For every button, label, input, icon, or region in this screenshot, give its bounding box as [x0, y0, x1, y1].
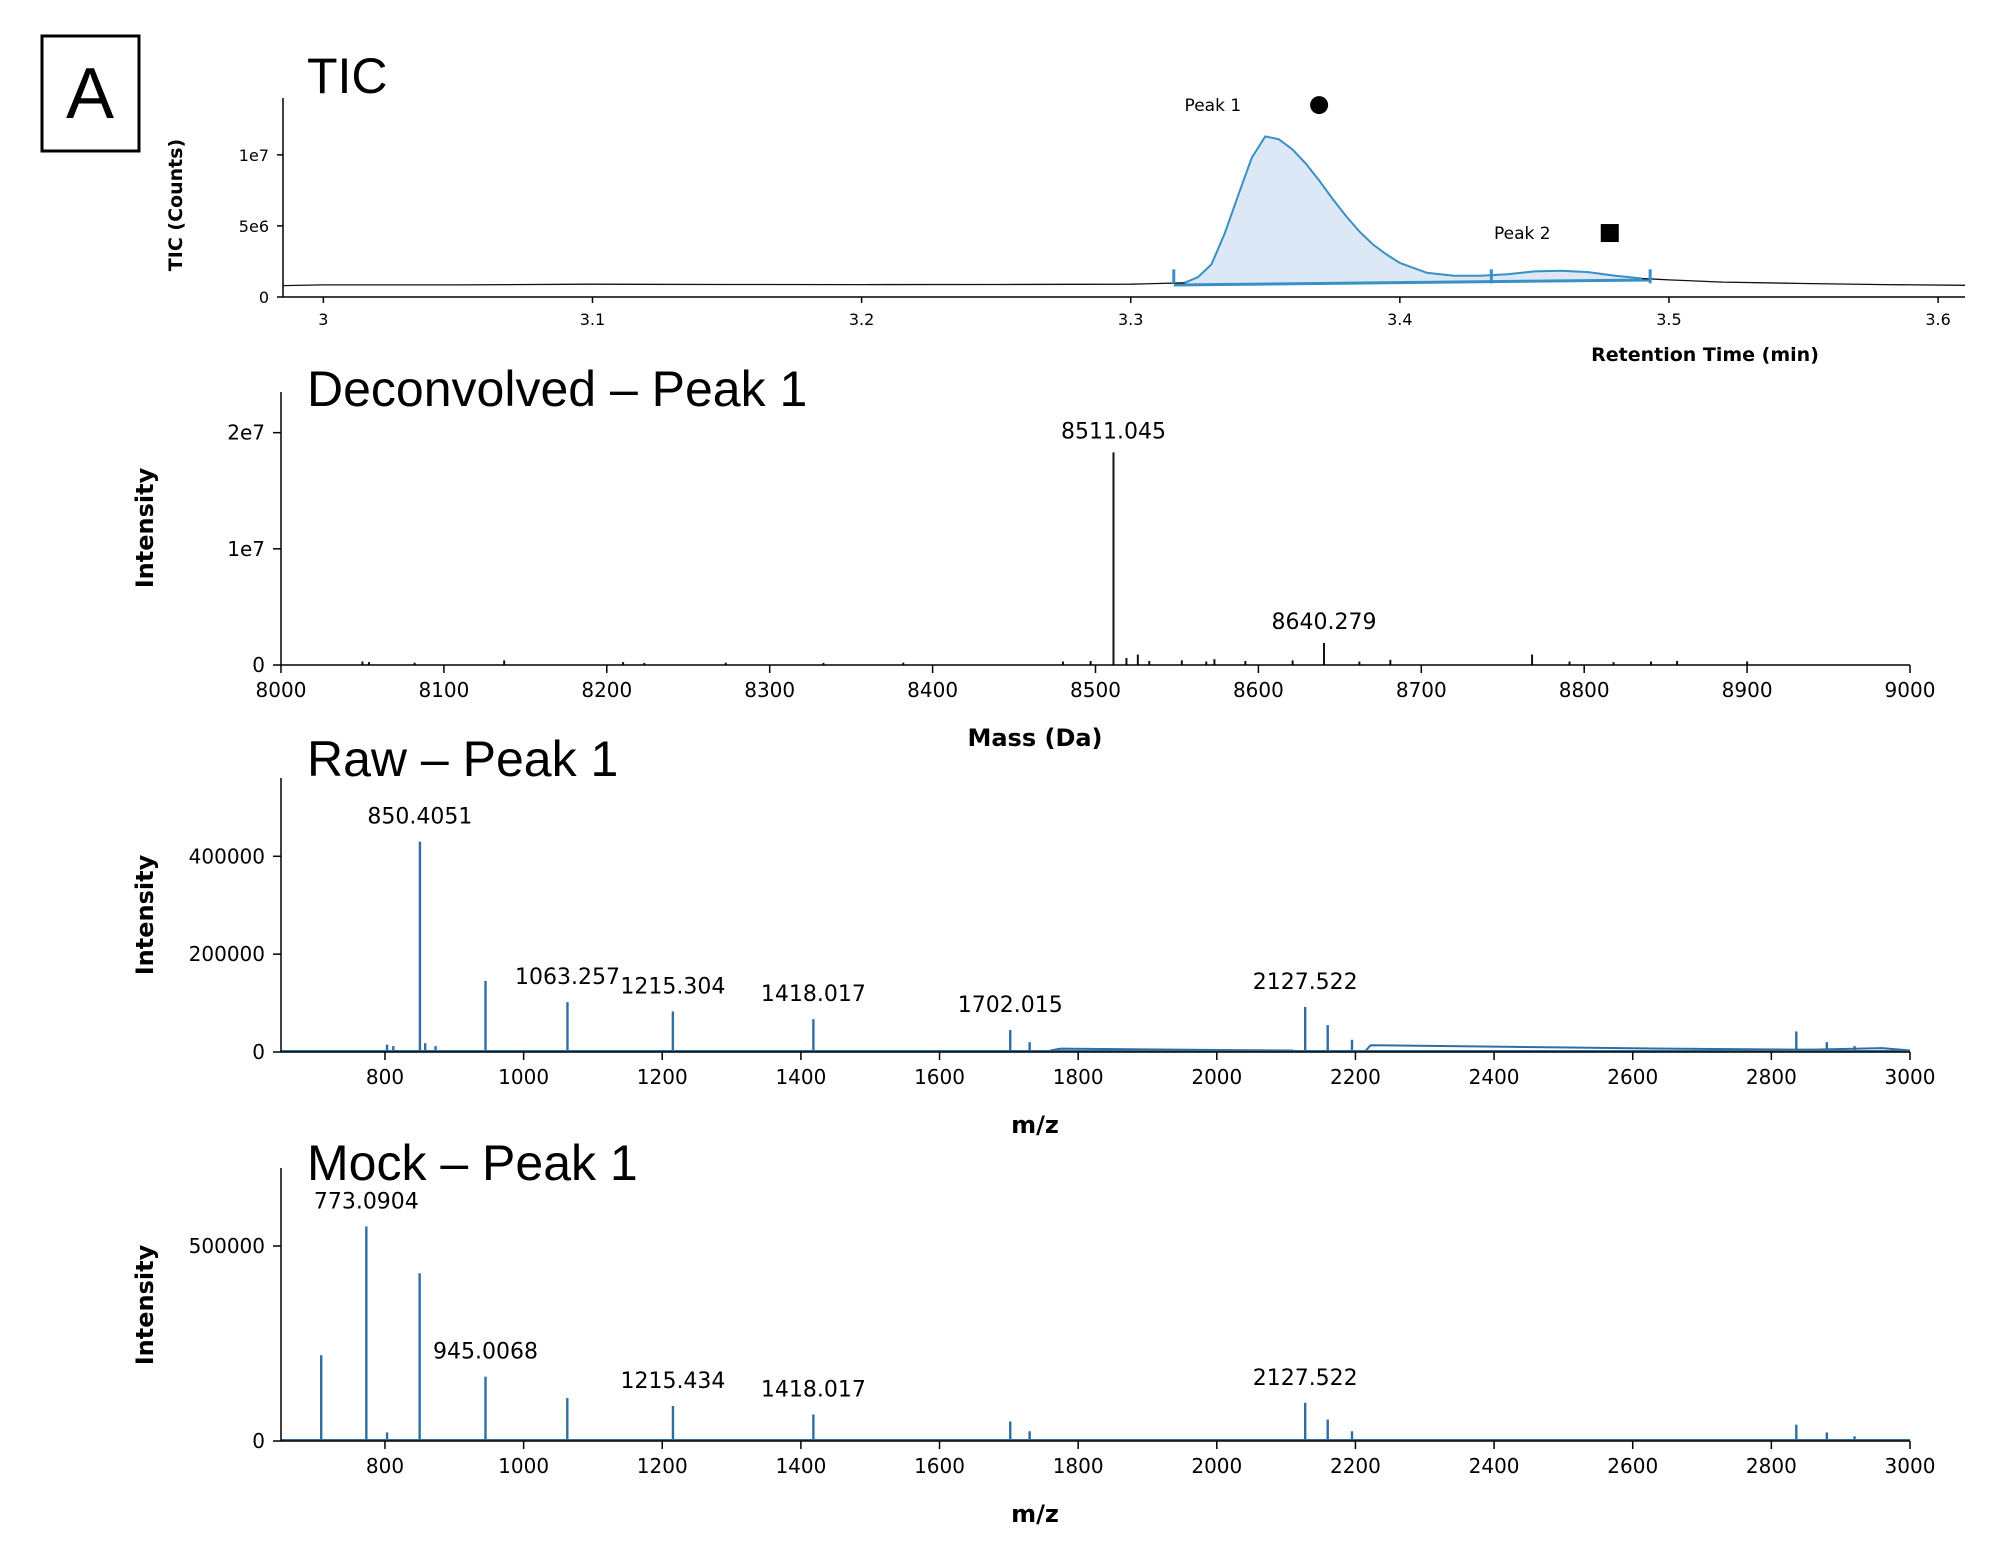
raw-peak-label-5: 2127.522	[1253, 970, 1358, 995]
mock-x-tick-label-10: 2800	[1746, 1454, 1797, 1478]
deconvolved-x-tick-label-6: 8600	[1233, 678, 1284, 702]
raw-peak-label-3: 1418.017	[761, 982, 866, 1007]
mock-title: Mock – Peak 1	[307, 1135, 638, 1191]
raw-y-tick-label-0: 0	[252, 1040, 265, 1064]
deconvolved-x-tick-label-8: 8800	[1559, 678, 1610, 702]
raw-segment-1	[1365, 1044, 1911, 1052]
mock-y-tick-label-1: 500000	[189, 1234, 265, 1258]
mock-y-axis-title: Intensity	[131, 1244, 159, 1365]
mock-x-tick-label-9: 2600	[1607, 1454, 1658, 1478]
raw-x-tick-label-1: 1000	[498, 1065, 549, 1089]
tic-trace	[282, 135, 1966, 287]
mock-x-tick-label-1: 1000	[498, 1454, 549, 1478]
mock-peak-label-0: 773.0904	[314, 1190, 419, 1215]
deconvolved-x-tick-label-9: 8900	[1722, 678, 1773, 702]
mock-peak-label-1: 945.0068	[433, 1340, 538, 1365]
tic-peak-area	[1173, 136, 1651, 286]
mock-x-tick-label-3: 1400	[775, 1454, 826, 1478]
deconvolved-x-tick-label-5: 8500	[1070, 678, 1121, 702]
tic-integration-baseline	[1173, 278, 1651, 287]
tic-x-tick-label-0: 3	[318, 310, 328, 329]
mock-x-tick-label-6: 2000	[1191, 1454, 1242, 1478]
tic-x-tick-label-4: 3.4	[1387, 310, 1412, 329]
tic-x-tick-label-2: 3.2	[849, 310, 874, 329]
tic-y-tick-label-2: 1e7	[239, 146, 269, 165]
raw-peak-label-4: 1702.015	[958, 993, 1063, 1018]
raw-spectrum-chart: Raw – Peak 1 850.4051 1063.257 1215.304 1418…	[131, 731, 1935, 1139]
deconvolved-x-tick-label-4: 8400	[907, 678, 958, 702]
mock-peak-label-3: 1418.017	[761, 1377, 866, 1402]
deconvolved-x-tick-label-7: 8700	[1396, 678, 1447, 702]
raw-x-tick-label-6: 2000	[1191, 1065, 1242, 1089]
raw-x-tick-label-2: 1200	[637, 1065, 688, 1089]
deconvolved-y-axis-title: Intensity	[131, 467, 159, 588]
deconvolved-y-tick-label-2: 2e7	[227, 421, 265, 445]
deconvolved-x-tick-label-1: 8100	[418, 678, 469, 702]
panel-letter-box: A	[40, 34, 141, 153]
mock-y-tick-label-0: 0	[252, 1429, 265, 1453]
deconvolved-x-tick-label-0: 8000	[256, 678, 307, 702]
raw-x-axis-title: m/z	[1011, 1111, 1059, 1139]
tic-x-tick-label-3: 3.3	[1118, 310, 1143, 329]
tic-x-tick-label-5: 3.5	[1656, 310, 1681, 329]
deconvolved-y-tick-label-1: 1e7	[227, 537, 265, 561]
tic-y-tick-label-0: 0	[259, 288, 269, 307]
mock-x-axis-title: m/z	[1011, 1500, 1059, 1528]
raw-segment-0	[1050, 1047, 1294, 1052]
deconvolved-peak-label-1: 8640.279	[1272, 610, 1377, 635]
raw-title: Raw – Peak 1	[307, 731, 618, 787]
mock-peak-label-2: 1215.434	[620, 1369, 725, 1394]
mock-x-tick-label-0: 800	[366, 1454, 404, 1478]
raw-x-tick-label-0: 800	[366, 1065, 404, 1089]
raw-x-tick-label-3: 1400	[775, 1065, 826, 1089]
deconvolved-title: Deconvolved – Peak 1	[307, 361, 807, 417]
deconvolved-x-tick-label-10: 9000	[1885, 678, 1936, 702]
raw-y-tick-label-2: 400000	[189, 844, 265, 868]
raw-x-tick-label-4: 1600	[914, 1065, 965, 1089]
deconvolved-x-axis-title: Mass (Da)	[967, 724, 1102, 752]
raw-y-axis-title: Intensity	[131, 854, 159, 975]
raw-x-tick-label-11: 3000	[1885, 1065, 1936, 1089]
tic-x-tick-label-6: 3.6	[1925, 310, 1950, 329]
tic-chart: TIC Peak 1 Peak 2 3 3.1 3.2 3.3 3.4 3.5 3.6 0 5e6 1e…	[165, 48, 1966, 366]
mock-peak-label-4: 2127.522	[1253, 1366, 1358, 1391]
raw-x-tick-label-5: 1800	[1053, 1065, 1104, 1089]
peak-2-square-marker	[1600, 224, 1619, 243]
tic-y-tick-label-1: 5e6	[239, 217, 269, 236]
deconvolved-peak-label-0: 8511.045	[1061, 419, 1166, 444]
raw-y-tick-label-1: 200000	[189, 942, 265, 966]
tic-annotation-1: Peak 2	[1494, 224, 1551, 244]
raw-x-tick-label-7: 2200	[1330, 1065, 1381, 1089]
peak-1-circle-marker	[1310, 96, 1329, 115]
deconvolved-x-tick-label-2: 8200	[581, 678, 632, 702]
panel-letter: A	[66, 54, 114, 134]
raw-x-tick-label-10: 2800	[1746, 1065, 1797, 1089]
tic-annotation-0: Peak 1	[1185, 96, 1242, 116]
raw-x-tick-label-9: 2600	[1607, 1065, 1658, 1089]
mock-x-tick-label-7: 2200	[1330, 1454, 1381, 1478]
deconvolved-chart: Deconvolved – Peak 1 8511.045 8640.279 8000…	[131, 361, 1935, 752]
mock-x-tick-label-2: 1200	[637, 1454, 688, 1478]
mock-x-tick-label-11: 3000	[1885, 1454, 1936, 1478]
raw-peak-label-1: 1063.257	[515, 965, 620, 990]
raw-x-tick-label-8: 2400	[1469, 1065, 1520, 1089]
tic-y-axis-title: TIC (Counts)	[165, 139, 187, 271]
tic-x-tick-label-1: 3.1	[580, 310, 605, 329]
mock-x-tick-label-4: 1600	[914, 1454, 965, 1478]
tic-peak-outline	[1184, 135, 1643, 284]
deconvolved-y-tick-label-0: 0	[252, 653, 265, 677]
raw-peak-label-2: 1215.304	[620, 974, 725, 999]
tic-x-axis-title: Retention Time (min)	[1591, 344, 1819, 366]
raw-peak-label-0: 850.4051	[367, 805, 472, 830]
mock-x-tick-label-8: 2400	[1469, 1454, 1520, 1478]
mock-x-tick-label-5: 1800	[1053, 1454, 1104, 1478]
tic-title: TIC	[307, 48, 388, 104]
deconvolved-x-tick-label-3: 8300	[744, 678, 795, 702]
